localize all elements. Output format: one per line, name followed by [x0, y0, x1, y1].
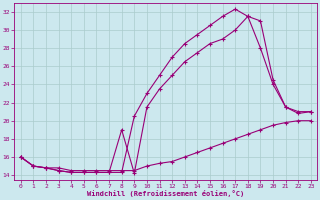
X-axis label: Windchill (Refroidissement éolien,°C): Windchill (Refroidissement éolien,°C) [87, 190, 244, 197]
